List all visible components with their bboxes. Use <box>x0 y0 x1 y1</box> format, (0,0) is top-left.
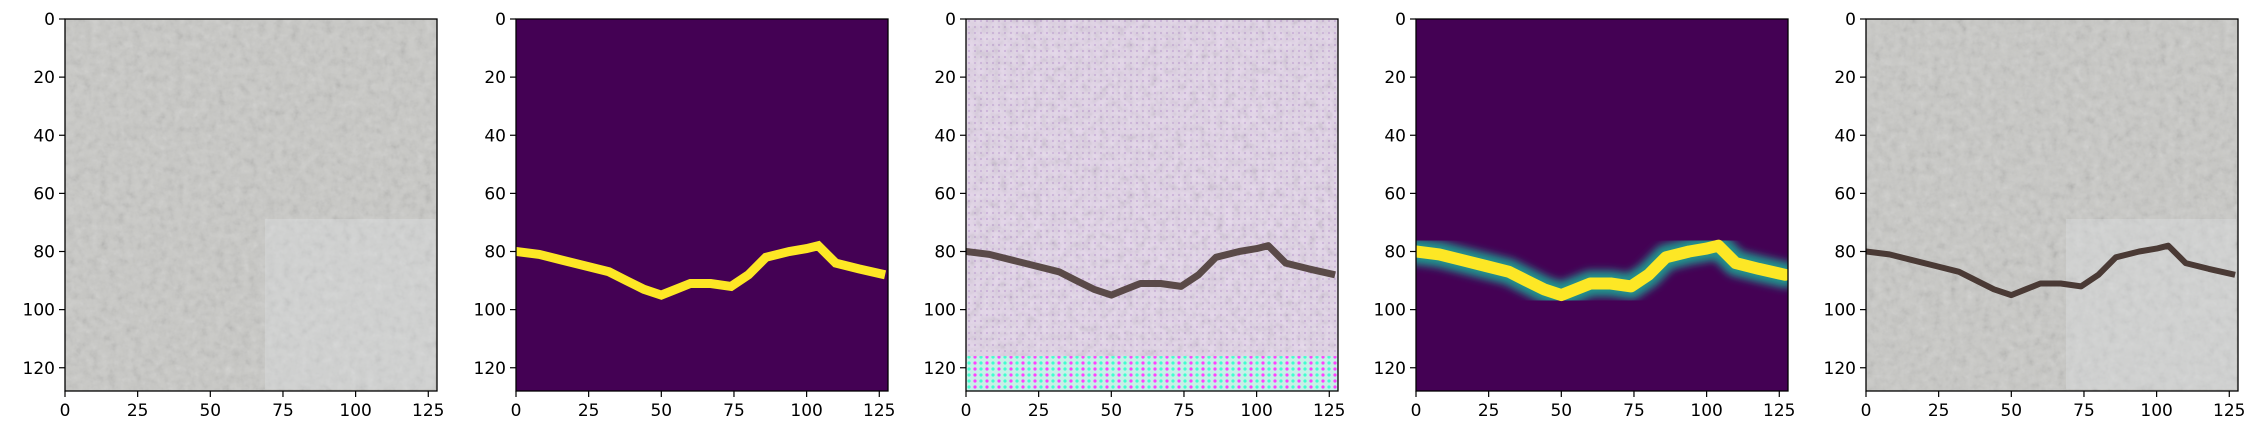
y-tick-label: 0 <box>1845 10 1856 30</box>
panel-binary-mask: 0 25 50 75 100 125 0 20 40 60 80 100 120 <box>474 10 896 421</box>
panel-image <box>1866 19 2238 391</box>
x-tick-label: 125 <box>412 401 444 421</box>
crack-line <box>1866 242 2236 299</box>
x-tick-label: 125 <box>1313 401 1345 421</box>
x-tick-label: 50 <box>650 401 672 421</box>
y-tick-label: 60 <box>1834 184 1856 204</box>
predicted-crack <box>1416 239 1788 302</box>
y-tick-label: 100 <box>1374 301 1406 321</box>
panel-image <box>966 19 1338 391</box>
x-tick-label: 25 <box>127 401 149 421</box>
x-tick-label: 0 <box>60 401 71 421</box>
panel-predicted-mask: 0 25 50 75 100 125 0 20 40 60 80 100 120 <box>1374 10 1796 421</box>
y-tick-label: 100 <box>924 301 956 321</box>
y-tick-label: 120 <box>924 359 956 379</box>
y-tick-label: 20 <box>1834 68 1856 88</box>
x-tick-label: 50 <box>2000 401 2022 421</box>
x-tick-label: 25 <box>1478 401 1500 421</box>
y-tick-label: 80 <box>33 243 55 263</box>
x-tick-label: 0 <box>1411 401 1422 421</box>
y-tick-label: 60 <box>484 184 506 204</box>
x-tick-label: 75 <box>2073 401 2095 421</box>
x-tick-label: 75 <box>1623 401 1645 421</box>
y-tick-label: 20 <box>33 68 55 88</box>
x-tick-label: 50 <box>199 401 221 421</box>
axes-frame <box>965 18 1339 392</box>
y-tick-label: 60 <box>1384 184 1406 204</box>
x-tick-label: 100 <box>339 401 371 421</box>
x-tick-label: 75 <box>272 401 294 421</box>
y-tick-label: 100 <box>23 301 55 321</box>
axes-frame <box>515 18 889 392</box>
y-tick-label: 80 <box>1384 243 1406 263</box>
x-tick-label: 125 <box>2213 401 2245 421</box>
mask-crack <box>516 240 887 300</box>
x-tick-label: 50 <box>1100 401 1122 421</box>
y-tick-label: 20 <box>934 68 956 88</box>
x-tick-label: 25 <box>578 401 600 421</box>
y-tick-label: 60 <box>934 184 956 204</box>
y-tick-label: 40 <box>1834 126 1856 146</box>
x-tick-label: 100 <box>2140 401 2172 421</box>
y-tick-label: 0 <box>44 10 55 30</box>
y-tick-label: 120 <box>1824 359 1856 379</box>
axes-frame <box>1865 18 2239 392</box>
y-tick-label: 80 <box>1834 243 1856 263</box>
x-tick-label: 125 <box>1763 401 1795 421</box>
x-tick-label: 0 <box>961 401 972 421</box>
x-tick-label: 125 <box>863 401 895 421</box>
y-tick-label: 100 <box>1824 301 1856 321</box>
x-tick-label: 25 <box>1928 401 1950 421</box>
panel-image <box>1416 19 1788 391</box>
x-tick-label: 50 <box>1550 401 1572 421</box>
panel-image <box>516 19 888 391</box>
y-tick-label: 20 <box>1384 68 1406 88</box>
panel-concrete-texture: 0 25 50 75 100 125 0 20 40 60 80 100 120 <box>23 10 445 421</box>
x-tick-label: 75 <box>723 401 745 421</box>
x-tick-label: 75 <box>1173 401 1195 421</box>
y-tick-label: 120 <box>23 359 55 379</box>
y-tick-label: 120 <box>1374 359 1406 379</box>
y-tick-label: 0 <box>1395 10 1406 30</box>
y-tick-label: 40 <box>1384 126 1406 146</box>
x-tick-label: 0 <box>1861 401 1872 421</box>
generated-crack <box>966 242 1336 299</box>
panel-image <box>65 19 437 391</box>
y-tick-label: 0 <box>945 10 956 30</box>
y-tick-label: 120 <box>474 359 506 379</box>
y-tick-label: 60 <box>33 184 55 204</box>
x-tick-label: 0 <box>511 401 522 421</box>
x-tick-label: 100 <box>790 401 822 421</box>
panel-generated-crack-image: 0 25 50 75 100 125 0 20 40 60 80 100 120 <box>924 10 1346 421</box>
x-tick-label: 100 <box>1240 401 1272 421</box>
y-tick-label: 100 <box>474 301 506 321</box>
y-tick-label: 40 <box>33 126 55 146</box>
y-tick-label: 0 <box>495 10 506 30</box>
axes-frame <box>1415 18 1789 392</box>
y-tick-label: 40 <box>934 126 956 146</box>
x-tick-label: 100 <box>1690 401 1722 421</box>
y-tick-label: 20 <box>484 68 506 88</box>
y-tick-label: 40 <box>484 126 506 146</box>
x-tick-label: 25 <box>1028 401 1050 421</box>
artifact-band <box>966 356 1338 391</box>
panel-cracked-concrete-image: 0 25 50 75 100 125 0 20 40 60 80 100 120 <box>1824 10 2246 421</box>
axes-frame <box>64 18 438 392</box>
y-tick-label: 80 <box>484 243 506 263</box>
y-tick-label: 80 <box>934 243 956 263</box>
